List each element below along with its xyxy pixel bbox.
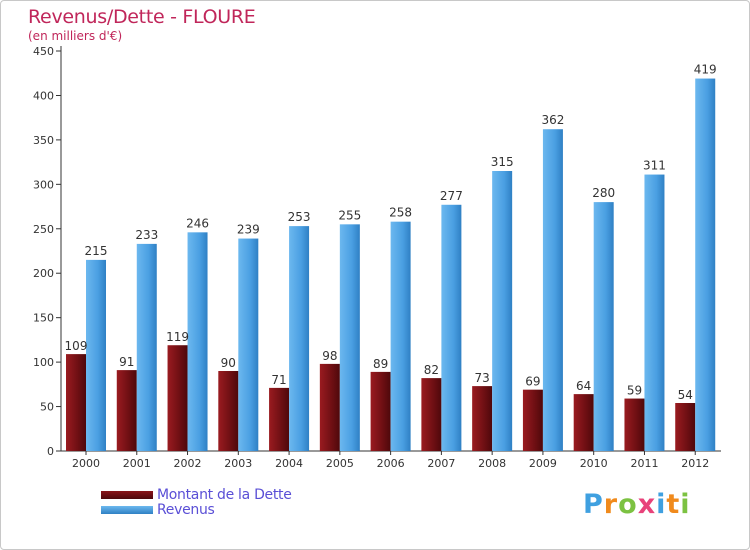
bar-revenue bbox=[339, 224, 360, 451]
data-label-revenue: 215 bbox=[85, 244, 108, 258]
bar-revenue bbox=[187, 232, 208, 451]
x-tick-label: 2005 bbox=[326, 457, 354, 470]
y-tick-label: 250 bbox=[33, 223, 54, 236]
bar-revenue bbox=[390, 221, 411, 451]
legend: Montant de la Dette Revenus bbox=[101, 486, 292, 518]
y-tick-label: 50 bbox=[40, 401, 54, 414]
data-label-debt: 119 bbox=[166, 330, 189, 344]
legend-item-revenue: Revenus bbox=[101, 501, 292, 518]
data-label-revenue: 315 bbox=[491, 155, 514, 169]
bar-debt bbox=[269, 387, 290, 451]
data-label-debt: 73 bbox=[475, 371, 490, 385]
data-label-debt: 69 bbox=[525, 375, 540, 389]
chart-subtitle: (en milliers d'€) bbox=[28, 29, 123, 43]
bar-revenue bbox=[86, 259, 106, 451]
x-tick-label: 2010 bbox=[580, 457, 608, 470]
x-tick-label: 2004 bbox=[275, 457, 303, 470]
bar-debt bbox=[573, 394, 594, 451]
bar-debt bbox=[218, 371, 239, 451]
logo-letter: i bbox=[680, 489, 691, 520]
y-tick-label: 0 bbox=[47, 445, 54, 458]
bar-debt bbox=[116, 370, 137, 451]
data-label-revenue: 255 bbox=[338, 208, 361, 222]
bar-debt bbox=[421, 378, 442, 451]
data-label-revenue: 311 bbox=[643, 159, 666, 173]
data-label-revenue: 246 bbox=[186, 216, 209, 230]
y-tick-label: 450 bbox=[33, 45, 54, 58]
bar-revenue bbox=[644, 174, 665, 452]
data-label-debt: 71 bbox=[271, 373, 286, 387]
legend-item-debt: Montant de la Dette bbox=[101, 486, 292, 503]
bar-debt bbox=[522, 389, 543, 451]
data-label-revenue: 253 bbox=[288, 210, 311, 224]
bar-debt bbox=[472, 386, 493, 451]
data-label-revenue: 239 bbox=[237, 223, 260, 237]
data-label-debt: 109 bbox=[65, 339, 88, 353]
data-label-debt: 64 bbox=[576, 379, 591, 393]
data-label-debt: 90 bbox=[221, 356, 236, 370]
bar-debt bbox=[66, 354, 86, 451]
legend-swatch-debt bbox=[101, 490, 153, 499]
bar-revenue bbox=[441, 204, 462, 451]
x-tick-label: 2008 bbox=[478, 457, 506, 470]
data-label-debt: 54 bbox=[678, 388, 693, 402]
data-label-revenue: 233 bbox=[135, 228, 158, 242]
bar-revenue bbox=[238, 238, 259, 451]
data-label-revenue: 280 bbox=[592, 186, 615, 200]
x-tick-label: 2003 bbox=[224, 457, 252, 470]
bar-debt bbox=[167, 345, 188, 451]
x-tick-label: 2002 bbox=[174, 457, 202, 470]
x-tick-label: 2012 bbox=[681, 457, 709, 470]
logo-letter: P bbox=[583, 489, 604, 520]
bar-revenue bbox=[695, 78, 716, 452]
logo-letter: r bbox=[603, 489, 619, 520]
legend-label-revenue: Revenus bbox=[157, 501, 215, 518]
y-tick-label: 100 bbox=[33, 356, 54, 369]
data-label-revenue: 362 bbox=[541, 113, 564, 127]
x-tick-label: 2011 bbox=[630, 457, 658, 470]
legend-label-debt: Montant de la Dette bbox=[157, 486, 292, 503]
bars bbox=[66, 78, 716, 452]
data-label-debt: 82 bbox=[424, 363, 439, 377]
data-label-debt: 89 bbox=[373, 357, 388, 371]
chart-title: Revenus/Dette - FLOURE bbox=[28, 6, 256, 28]
logo-letter: x bbox=[637, 489, 657, 520]
x-tick-label: 2006 bbox=[377, 457, 405, 470]
bar-revenue bbox=[492, 171, 513, 451]
y-tick-label: 200 bbox=[33, 267, 54, 280]
x-tick-label: 2000 bbox=[72, 457, 100, 470]
logo-letter: t bbox=[666, 489, 681, 520]
x-tick-label: 2009 bbox=[529, 457, 557, 470]
data-label-debt: 59 bbox=[627, 384, 642, 398]
y-tick-label: 400 bbox=[33, 89, 54, 102]
y-tick-label: 350 bbox=[33, 134, 54, 147]
data-label-revenue: 258 bbox=[389, 206, 412, 220]
y-tick-label: 300 bbox=[33, 178, 54, 191]
legend-swatch-revenue bbox=[101, 505, 153, 514]
data-label-revenue: 277 bbox=[440, 189, 463, 203]
data-label-debt: 98 bbox=[322, 349, 337, 363]
bar-debt bbox=[675, 403, 696, 451]
bar-revenue bbox=[593, 202, 614, 451]
proxiti-logo: Proxiti bbox=[583, 489, 691, 520]
y-tick-label: 150 bbox=[33, 312, 54, 325]
bar-revenue bbox=[289, 226, 310, 451]
bar-debt bbox=[624, 398, 645, 451]
logo-letter: i bbox=[656, 489, 667, 520]
bar-revenue bbox=[542, 129, 563, 451]
bar-debt bbox=[319, 363, 340, 451]
data-labels: 109 215 91 233 119 246 90 239 71 253 98 255 89 258 82 2… bbox=[65, 63, 717, 402]
x-tick-label: 2007 bbox=[427, 457, 455, 470]
data-label-debt: 91 bbox=[119, 355, 134, 369]
bar-debt bbox=[370, 371, 391, 451]
logo-letter: o bbox=[618, 489, 638, 520]
x-tick-label: 2001 bbox=[123, 457, 151, 470]
data-label-revenue: 419 bbox=[694, 63, 717, 77]
bar-revenue bbox=[136, 243, 157, 451]
